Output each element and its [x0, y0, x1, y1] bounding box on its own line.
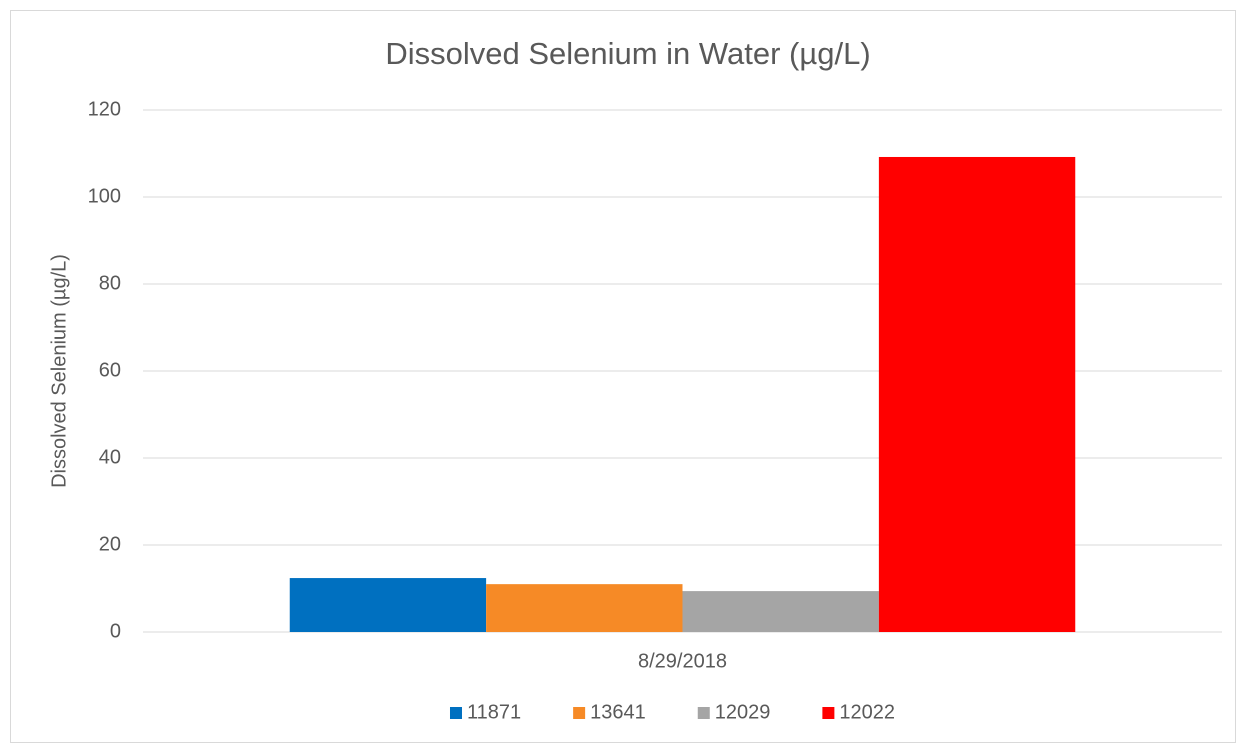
legend-swatch: [697, 707, 710, 719]
legend-label: 12029: [715, 701, 771, 723]
y-tick-label: 100: [88, 185, 121, 207]
y-tick-label: 120: [88, 98, 121, 120]
y-tick-label: 20: [99, 533, 121, 555]
legend-swatch: [822, 707, 835, 719]
y-tick-label: 60: [99, 359, 121, 381]
bar: [878, 156, 1076, 633]
y-tick-label: 80: [99, 272, 121, 294]
bar: [289, 578, 487, 632]
bar: [486, 584, 683, 632]
x-tick-label: 8/29/2018: [638, 650, 727, 672]
y-tick-label: 0: [110, 620, 121, 642]
legend-label: 13641: [590, 701, 646, 723]
y-tick-label: 40: [99, 446, 121, 468]
y-axis-label: Dissolved Selenium (µg/L): [48, 254, 70, 488]
legend-swatch: [573, 707, 586, 719]
legend-swatch: [449, 707, 462, 719]
legend-label: 12022: [839, 701, 895, 723]
bar: [682, 591, 879, 632]
legend-label: 11871: [467, 701, 521, 723]
chart-title: Dissolved Selenium in Water (µg/L): [385, 36, 870, 71]
